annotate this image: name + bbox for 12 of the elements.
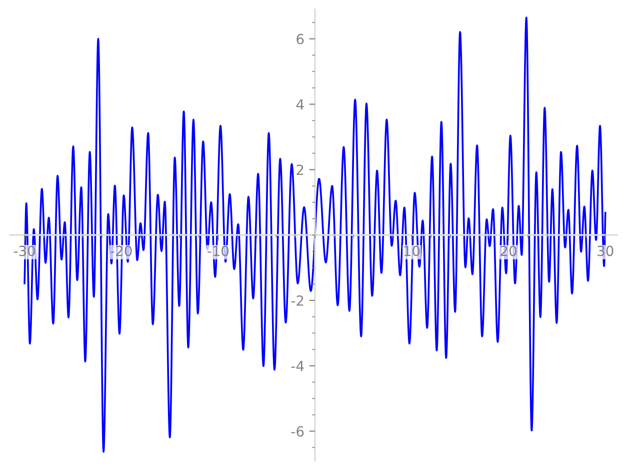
y-tick-label: -2	[291, 295, 304, 306]
x-tick-label: -30	[14, 246, 35, 256]
x-tick-label: 30	[598, 246, 614, 256]
x-tick-label: -20	[110, 246, 132, 256]
x-tick-label: 10	[404, 246, 420, 256]
x-tick-label: -10	[207, 246, 229, 256]
y-tick-label: 2	[296, 164, 304, 175]
x-tick-label: 20	[500, 246, 516, 256]
y-tick-label: 6	[296, 34, 304, 44]
y-tick-label: 4	[296, 99, 304, 110]
y-tick-label: -4	[291, 360, 304, 372]
y-tick-label: -6	[291, 426, 304, 437]
